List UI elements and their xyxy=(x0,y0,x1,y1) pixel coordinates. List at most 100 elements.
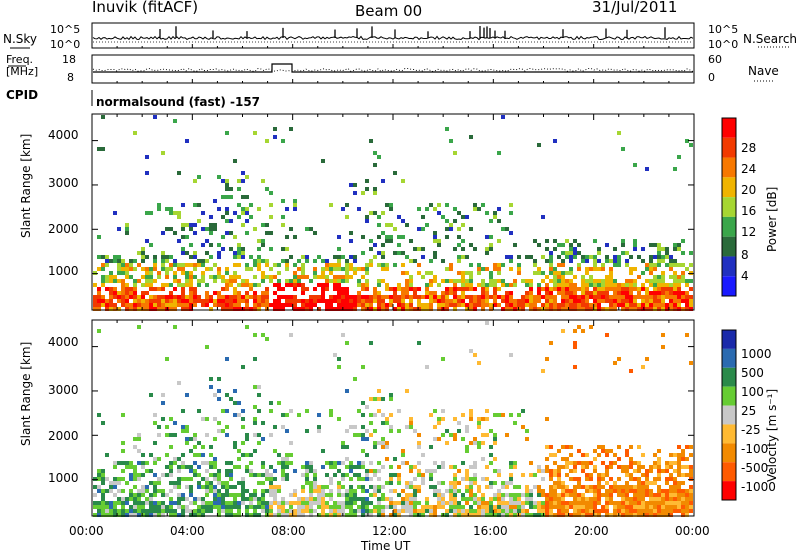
power-echo-cell xyxy=(553,279,557,283)
velocity-echo-cell xyxy=(477,361,481,365)
power-echo-cell xyxy=(201,263,205,267)
power-echo-cell xyxy=(449,303,453,307)
power-echo-cell xyxy=(233,235,237,239)
power-colorbar-frame xyxy=(721,117,737,297)
power-echo-cell xyxy=(185,283,189,287)
power-echo-cell xyxy=(121,263,125,267)
power-echo-cell xyxy=(393,295,397,299)
power-echo-cell xyxy=(493,283,497,287)
power-echo-cell xyxy=(217,255,221,259)
velocity-echo-cell xyxy=(261,473,265,477)
power-echo-cell xyxy=(161,307,165,311)
power-echo-cell xyxy=(133,291,137,295)
velocity-echo-cell xyxy=(297,509,301,513)
velocity-echo-cell xyxy=(133,497,137,501)
power-echo-cell xyxy=(493,299,497,303)
power-echo-cell xyxy=(637,291,641,295)
velocity-echo-cell xyxy=(409,493,413,497)
velocity-echo-cell xyxy=(513,505,517,509)
velocity-echo-cell xyxy=(673,505,677,509)
velocity-echo-cell xyxy=(205,481,209,485)
power-echo-cell xyxy=(281,247,285,251)
velocity-echo-cell xyxy=(357,461,361,465)
power-echo-cell xyxy=(337,263,341,267)
velocity-echo-cell xyxy=(405,485,409,489)
power-echo-cell xyxy=(325,263,329,267)
velocity-echo-cell xyxy=(585,505,589,509)
velocity-echo-cell xyxy=(457,505,461,509)
velocity-echo-cell xyxy=(329,481,333,485)
velocity-echo-cell xyxy=(625,493,629,497)
power-echo-cell xyxy=(689,143,693,147)
velocity-echo-cell xyxy=(145,513,149,517)
power-echo-cell xyxy=(153,295,157,299)
velocity-echo-cell xyxy=(309,497,313,501)
velocity-echo-cell xyxy=(349,461,353,465)
power-echo-cell xyxy=(673,275,677,279)
power-echo-cell xyxy=(281,139,285,143)
velocity-echo-cell xyxy=(585,477,589,481)
velocity-echo-cell xyxy=(253,513,257,517)
power-echo-cell xyxy=(397,251,401,255)
velocity-echo-cell xyxy=(281,425,285,429)
velocity-echo-cell xyxy=(481,505,485,509)
velocity-echo-cell xyxy=(209,505,213,509)
velocity-echo-cell xyxy=(473,481,477,485)
velocity-echo-cell xyxy=(537,501,541,505)
velocity-echo-cell xyxy=(389,497,393,501)
power-echo-cell xyxy=(205,291,209,295)
velocity-echo-cell xyxy=(577,449,581,453)
velocity-echo-cell xyxy=(153,501,157,505)
power-echo-cell xyxy=(369,259,373,263)
velocity-echo-cell xyxy=(97,513,101,517)
power-echo-cell xyxy=(657,247,661,251)
power-echo-cell xyxy=(233,159,237,163)
power-echo-cell xyxy=(481,279,485,283)
velocity-echo-cell xyxy=(93,485,97,489)
power-ytick-1000: 1000 xyxy=(48,264,79,278)
power-echo-cell xyxy=(621,147,625,151)
velocity-echo-cell xyxy=(149,501,153,505)
power-echo-cell xyxy=(249,307,253,311)
velocity-echo-cell xyxy=(657,457,661,461)
power-echo-cell xyxy=(673,283,677,287)
velocity-echo-cell xyxy=(673,481,677,485)
velocity-echo-cell xyxy=(437,505,441,509)
velocity-echo-cell xyxy=(497,413,501,417)
velocity-echo-cell xyxy=(121,413,125,417)
velocity-echo-cell xyxy=(121,469,125,473)
velocity-echo-cell xyxy=(629,461,633,465)
power-echo-cell xyxy=(229,283,233,287)
velocity-echo-cell xyxy=(505,485,509,489)
power-echo-cell xyxy=(465,283,469,287)
power-echo-cell xyxy=(661,287,665,291)
velocity-echo-cell xyxy=(549,493,553,497)
velocity-echo-cell xyxy=(537,465,541,469)
power-echo-cell xyxy=(369,307,373,311)
velocity-echo-cell xyxy=(213,485,217,489)
power-echo-cell xyxy=(681,299,685,303)
power-echo-cell xyxy=(401,291,405,295)
power-echo-cell xyxy=(501,283,505,287)
velocity-echo-cell xyxy=(205,493,209,497)
power-echo-cell xyxy=(125,267,129,271)
velocity-echo-cell xyxy=(625,513,629,517)
velocity-echo-cell xyxy=(393,509,397,513)
velocity-echo-cell xyxy=(133,473,137,477)
velocity-echo-cell xyxy=(177,505,181,509)
power-echo-cell xyxy=(405,271,409,275)
power-echo-cell xyxy=(673,259,677,263)
velocity-echo-cell xyxy=(517,413,521,417)
velocity-echo-cell xyxy=(401,509,405,513)
velocity-echo-cell xyxy=(461,505,465,509)
power-echo-cell xyxy=(157,299,161,303)
velocity-echo-cell xyxy=(265,477,269,481)
power-echo-cell xyxy=(329,203,333,207)
velocity-echo-cell xyxy=(281,501,285,505)
power-echo-cell xyxy=(373,191,377,195)
power-echo-cell xyxy=(441,215,445,219)
velocity-echo-cell xyxy=(645,477,649,481)
power-echo-cell xyxy=(241,255,245,259)
velocity-echo-cell xyxy=(301,473,305,477)
